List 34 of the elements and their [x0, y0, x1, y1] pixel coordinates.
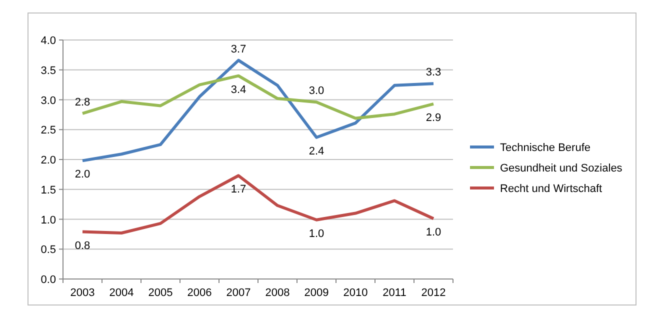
data-label: 3.3 — [426, 66, 442, 79]
x-tick-label: 2004 — [109, 287, 134, 299]
data-label: 1.0 — [426, 226, 442, 239]
y-tick-label: 0.0 — [40, 274, 56, 286]
data-label: 1.7 — [230, 184, 246, 196]
data-label: 1.0 — [308, 228, 324, 240]
y-tick-label: 3.5 — [40, 64, 56, 77]
data-label: 3.7 — [230, 43, 246, 56]
data-label: 2.4 — [308, 145, 324, 158]
x-tick-label: 2012 — [421, 287, 446, 299]
x-tick-label: 2006 — [187, 287, 212, 299]
y-tick-label: 1.5 — [40, 184, 56, 196]
x-tick-label: 2003 — [70, 287, 95, 299]
y-tick-label: 0.5 — [40, 244, 56, 256]
y-tick-label: 1.0 — [40, 214, 56, 226]
data-label: 2.0 — [74, 168, 90, 181]
y-tick-label: 4.0 — [40, 35, 56, 47]
data-label: 3.0 — [308, 85, 324, 98]
x-tick-label: 2007 — [226, 287, 251, 299]
legend-label: Technische Berufe — [500, 142, 590, 154]
x-tick-label: 2011 — [382, 287, 406, 299]
x-tick-label: 2005 — [148, 287, 173, 299]
y-tick-label: 2.5 — [40, 124, 56, 137]
legend-label: Gesundheit und Soziales — [500, 162, 623, 174]
x-tick-label: 2008 — [265, 287, 290, 299]
legend-label: Recht und Wirtschaft — [500, 183, 602, 195]
data-label: 0.8 — [74, 240, 90, 252]
y-tick-label: 2.0 — [40, 154, 56, 166]
data-label: 3.4 — [230, 84, 246, 96]
y-tick-label: 3.0 — [40, 94, 56, 107]
x-tick-label: 2009 — [304, 287, 329, 299]
x-tick-label: 2010 — [343, 287, 368, 299]
data-label: 2.9 — [426, 112, 442, 124]
data-label: 2.8 — [74, 96, 90, 108]
